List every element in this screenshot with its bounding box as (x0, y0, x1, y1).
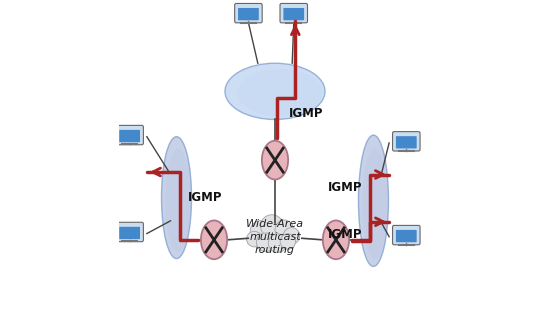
FancyBboxPatch shape (393, 132, 420, 151)
FancyBboxPatch shape (396, 136, 417, 149)
Circle shape (275, 220, 294, 239)
FancyBboxPatch shape (119, 130, 140, 142)
Ellipse shape (165, 149, 191, 252)
Ellipse shape (162, 137, 191, 259)
FancyBboxPatch shape (280, 3, 307, 23)
FancyBboxPatch shape (235, 3, 262, 23)
Ellipse shape (362, 148, 388, 260)
FancyBboxPatch shape (283, 8, 304, 20)
Ellipse shape (262, 141, 288, 180)
FancyBboxPatch shape (116, 222, 144, 242)
Text: IGMP: IGMP (328, 228, 362, 241)
Circle shape (256, 233, 275, 252)
Text: IGMP: IGMP (289, 107, 323, 120)
FancyBboxPatch shape (116, 125, 144, 145)
Ellipse shape (201, 220, 227, 259)
Circle shape (261, 215, 283, 237)
Ellipse shape (323, 220, 349, 259)
FancyBboxPatch shape (393, 225, 420, 245)
Circle shape (246, 231, 262, 247)
Ellipse shape (359, 135, 388, 266)
Text: Wide-Area
multicast
routing: Wide-Area multicast routing (246, 219, 304, 255)
Text: IGMP: IGMP (188, 191, 222, 204)
Ellipse shape (238, 69, 322, 117)
Ellipse shape (225, 63, 325, 120)
FancyBboxPatch shape (396, 230, 417, 242)
FancyBboxPatch shape (119, 227, 140, 239)
Circle shape (268, 234, 287, 252)
Circle shape (250, 221, 271, 241)
FancyBboxPatch shape (238, 8, 259, 20)
Circle shape (280, 234, 296, 249)
Text: IGMP: IGMP (328, 181, 362, 194)
Circle shape (283, 228, 300, 244)
